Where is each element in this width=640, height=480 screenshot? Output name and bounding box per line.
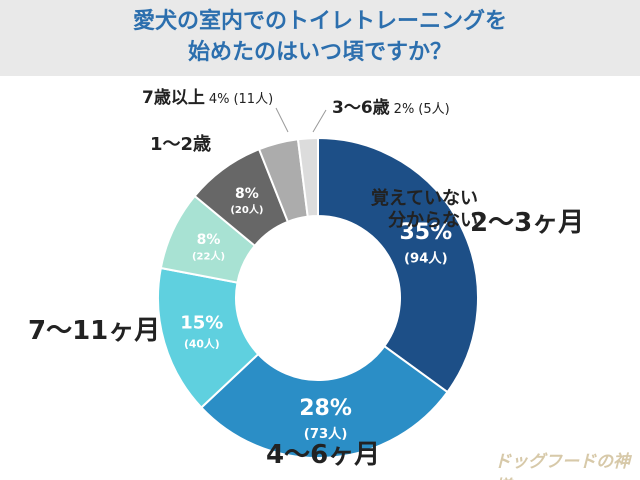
category-text: 覚えていない 分からない [370,188,478,231]
watermark: ドッグフードの神様 [494,452,630,480]
chart-title: 愛犬の室内でのトイレトレーニングを 始めたのはいつ頃ですか？ [132,9,507,65]
category-label: 4〜6ヶ月 [266,440,380,471]
value-label: 8% [235,186,259,202]
category-text: 4〜6ヶ月 [266,440,381,470]
count-label: (22人) [192,249,225,262]
count-label: (40人) [184,336,220,350]
value-label: 15% [180,313,223,334]
count-label: (94人) [404,250,448,266]
category-label: 3〜6歳 2% (5人) [332,98,450,118]
value-label: 2% [393,102,415,117]
category-label: 7歳以上 4% (11人) [142,88,273,108]
category-label: 覚えていない 分からない [371,188,478,231]
count-label: (11人) [233,92,274,107]
category-text: 2〜3ヶ月 [470,208,585,238]
value-label: 8% [197,232,221,248]
category-text: 7〜11ヶ月 [28,316,161,346]
category-text: 3〜6歳 [332,98,390,118]
slice [199,344,449,459]
category-label: 1〜2歳 [150,134,211,156]
leader-line [275,107,289,133]
value-label: 28% [299,396,352,421]
category-label: 2〜3ヶ月 [470,208,584,239]
category-text: 1〜2歳 [150,134,212,155]
leader-line [312,109,327,133]
slice [317,136,479,394]
count-label: (20人) [230,203,263,216]
value-label: 35% [399,220,452,245]
category-text: 7歳以上 [142,88,205,108]
slice [296,136,319,218]
count-label: (5人) [418,102,450,117]
category-label: 7〜11ヶ月 [28,316,160,347]
value-label: 4% [208,92,230,107]
count-label: (73人) [304,426,348,442]
title-band [0,0,640,76]
